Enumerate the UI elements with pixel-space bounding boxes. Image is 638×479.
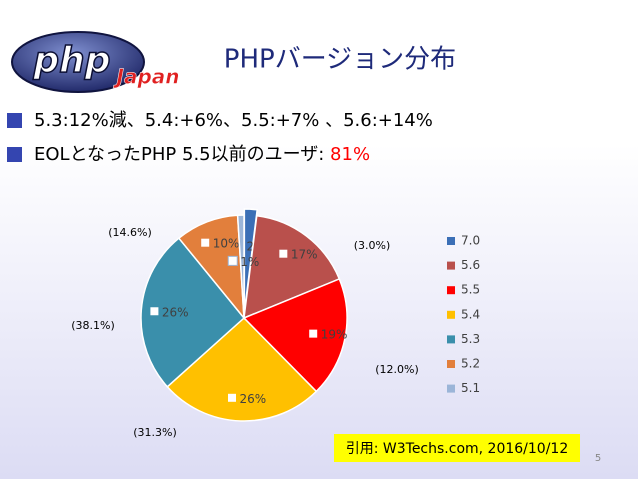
label-icon: [200, 237, 211, 248]
annotation: (38.1%): [71, 319, 115, 332]
annotation: (14.6%): [108, 226, 152, 239]
label-icon: [149, 306, 160, 317]
label-icon: [227, 392, 238, 403]
data-label: 1%: [240, 255, 259, 269]
pie-slice: [243, 214, 341, 320]
data-label: 26%: [162, 305, 189, 319]
logo: [11, 31, 145, 93]
data-label: 10%: [213, 237, 240, 251]
bullet-text: EOLとなったPHP 5.5以前のユーザ:: [34, 144, 330, 165]
data-label: 19%: [321, 328, 348, 342]
legend-swatch: [447, 360, 455, 368]
legend-label: 5.3: [461, 332, 480, 346]
legend-swatch: [447, 384, 455, 393]
bullet: EOLとなったPHP 5.5以前のユーザ: 81%: [34, 144, 370, 165]
title: PHPバージョン分布: [224, 45, 456, 75]
page-number: 5: [595, 453, 601, 464]
pie-slice: [242, 277, 348, 393]
annotation: (12.0%): [375, 363, 419, 376]
bullet: 5.3:12%減、5.4:+6%、5.5:+7% 、5.6:+14%: [34, 110, 433, 131]
citation: 引用: W3Techs.com, 2016/10/12: [346, 441, 569, 457]
citation-box: [334, 434, 580, 462]
legend-label: 7.0: [461, 234, 480, 248]
logo-subtext: Japan: [113, 65, 180, 89]
legend-label: 5.5: [461, 283, 480, 297]
pie-slice: [140, 237, 246, 388]
logo-text: php: [32, 40, 110, 81]
legend-swatch: [447, 310, 455, 319]
annotation: (3.0%): [354, 239, 391, 252]
legend-label: 5.2: [461, 357, 480, 371]
bullet-square: [7, 113, 22, 128]
highlight: 81%: [330, 144, 370, 165]
legend-swatch: [447, 286, 455, 295]
legend-swatch: [447, 335, 455, 344]
legend-swatch: [447, 237, 455, 245]
bullet-square: [7, 147, 22, 162]
pie-slice: [166, 316, 318, 422]
label-icon: [227, 255, 238, 266]
label-icon: [278, 248, 289, 259]
legend-label: 5.4: [461, 307, 480, 321]
pie-slice: [236, 214, 245, 319]
legend-swatch: [447, 261, 455, 270]
legend-label: 5.1: [461, 381, 480, 395]
chart: 2%17%19%26%26%10%1%(3.0%)(12.0%)(31.3%)(…: [71, 208, 480, 439]
data-label: 26%: [240, 392, 267, 406]
annotation: (31.3%): [133, 426, 177, 439]
data-label: 17%: [291, 248, 318, 262]
legend-label: 5.6: [461, 258, 480, 272]
label-icon: [308, 328, 319, 339]
